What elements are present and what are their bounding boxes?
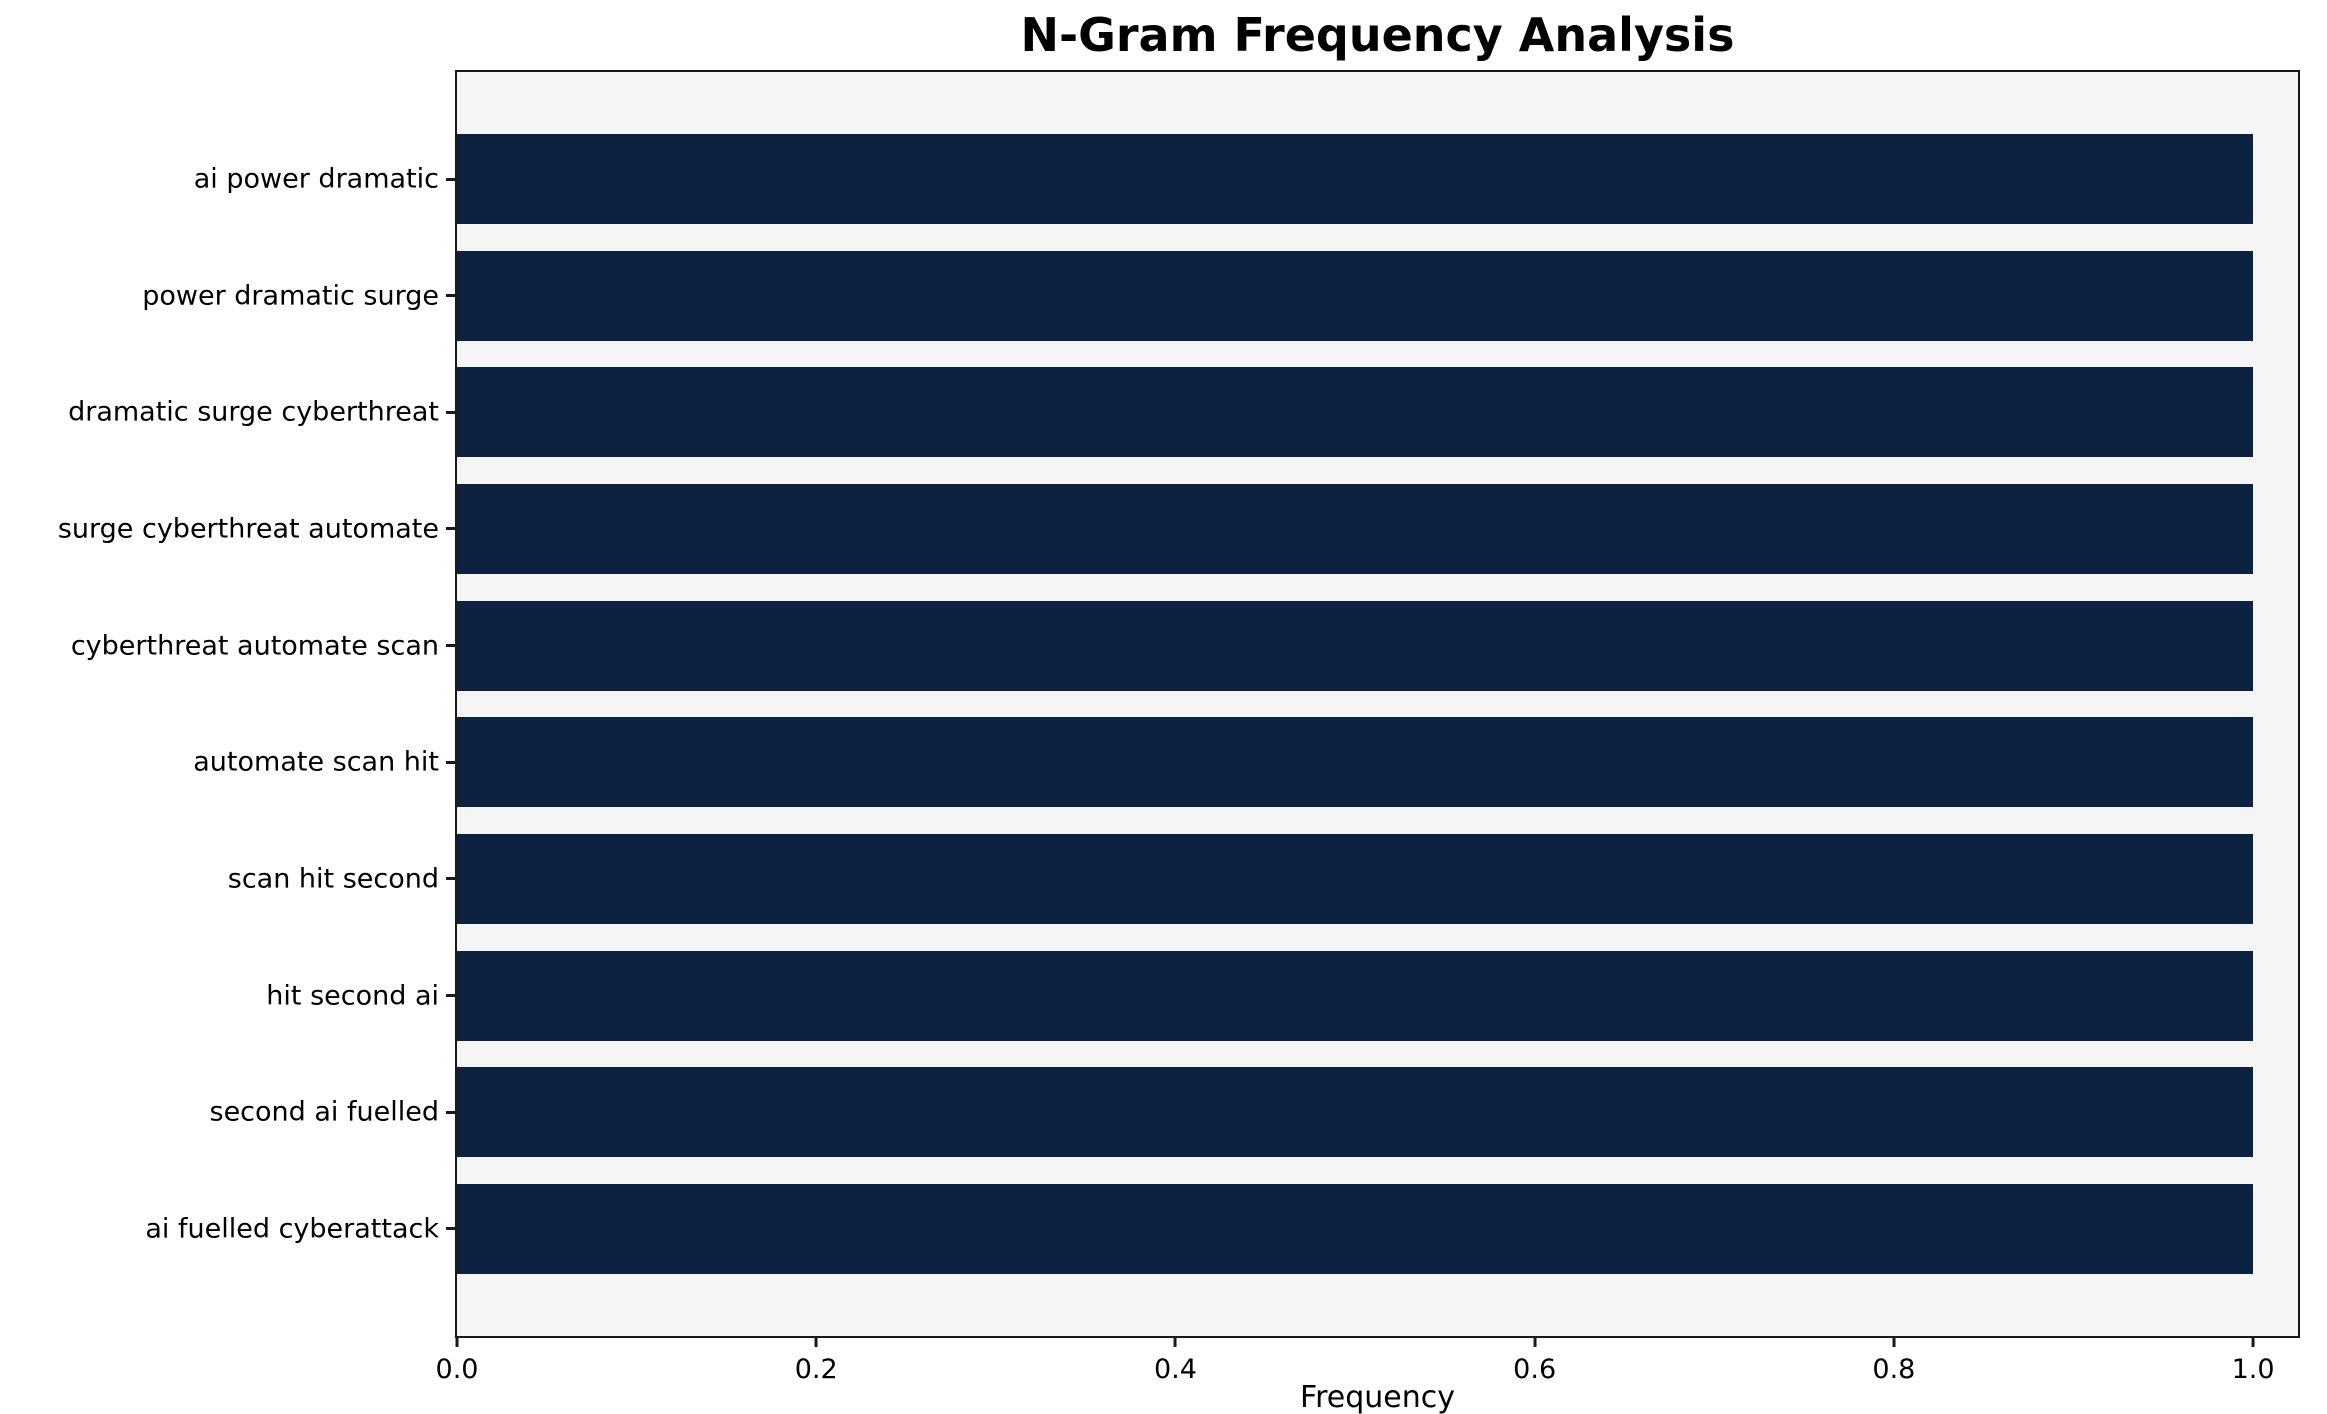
x-tick-mark [455,1338,459,1347]
y-tick-label: dramatic surge cyberthreat [68,396,439,428]
bar [457,1067,2254,1158]
x-tick-label: 0.4 [1153,1354,1197,1385]
x-tick: 0.2 [795,1338,838,1385]
y-tick [446,644,455,648]
y-tick [446,177,455,181]
y-tick [446,294,455,298]
y-tick [446,1110,455,1114]
y-tick-label: scan hit second [227,863,439,895]
bar [457,717,2254,808]
y-tick [446,1227,455,1231]
bar-row: hit second ai [266,950,2298,1041]
y-tick-label: ai fuelled cyberattack [145,1213,439,1245]
bar [457,950,2254,1041]
bar [457,833,2254,924]
bar [457,600,2254,691]
x-tick: 0.6 [1513,1338,1556,1385]
plot-area: ai power dramatic power dramatic surge dra… [58,70,2300,1338]
x-tick-mark [1533,1338,1537,1347]
x-tick: 0.0 [435,1338,479,1385]
bar [457,250,2254,341]
x-tick: 0.4 [1154,1338,1197,1385]
y-tick-label: hit second ai [266,980,439,1012]
y-tick [446,760,455,764]
bar-row: surge cyberthreat automate [58,483,2298,574]
x-tick-label: 0.8 [1872,1354,1916,1385]
x-tick: 0.8 [1872,1338,1915,1385]
y-tick-label: automate scan hit [193,746,439,778]
bar-row: ai fuelled cyberattack [145,1183,2298,1274]
x-axis: 0.0 0.2 0.4 0.6 0.8 1.0 [436,1338,2298,1402]
bar [457,1183,2254,1274]
x-tick: 1.0 [2232,1338,2275,1385]
bar-row: second ai fuelled [210,1067,2298,1158]
x-tick-label: 1.0 [2231,1354,2275,1385]
y-tick [446,994,455,998]
bars-container: ai power dramatic power dramatic surge dra… [58,72,2298,1336]
y-tick-label: second ai fuelled [209,1096,440,1128]
x-tick-label: 0.6 [1513,1354,1557,1385]
y-tick [446,410,455,414]
bar [457,367,2254,458]
x-tick-mark [814,1338,818,1347]
bar [457,483,2254,574]
y-tick [446,877,455,881]
x-tick-mark [1173,1338,1177,1347]
bar-row: automate scan hit [193,717,2298,808]
y-tick-label: surge cyberthreat automate [57,513,439,545]
bar-row: ai power dramatic [194,134,2298,224]
x-axis-label: Frequency [1300,1380,1455,1414]
x-tick-label: 0.2 [794,1354,838,1385]
bar-row: dramatic surge cyberthreat [68,367,2298,458]
y-tick [446,527,455,531]
bar-row: power dramatic surge [142,250,2298,341]
y-tick-label: ai power dramatic [193,163,439,195]
x-tick-mark [1892,1338,1896,1347]
x-tick-label: 0.0 [435,1354,479,1385]
y-tick-label: cyberthreat automate scan [70,630,439,662]
y-tick-label: power dramatic surge [142,280,439,312]
bar-row: scan hit second [228,833,2298,924]
bar-row: cyberthreat automate scan [71,600,2298,691]
x-tick-mark [2251,1338,2255,1347]
chart-title: N-Gram Frequency Analysis [1020,8,1735,62]
bar [457,134,2254,224]
